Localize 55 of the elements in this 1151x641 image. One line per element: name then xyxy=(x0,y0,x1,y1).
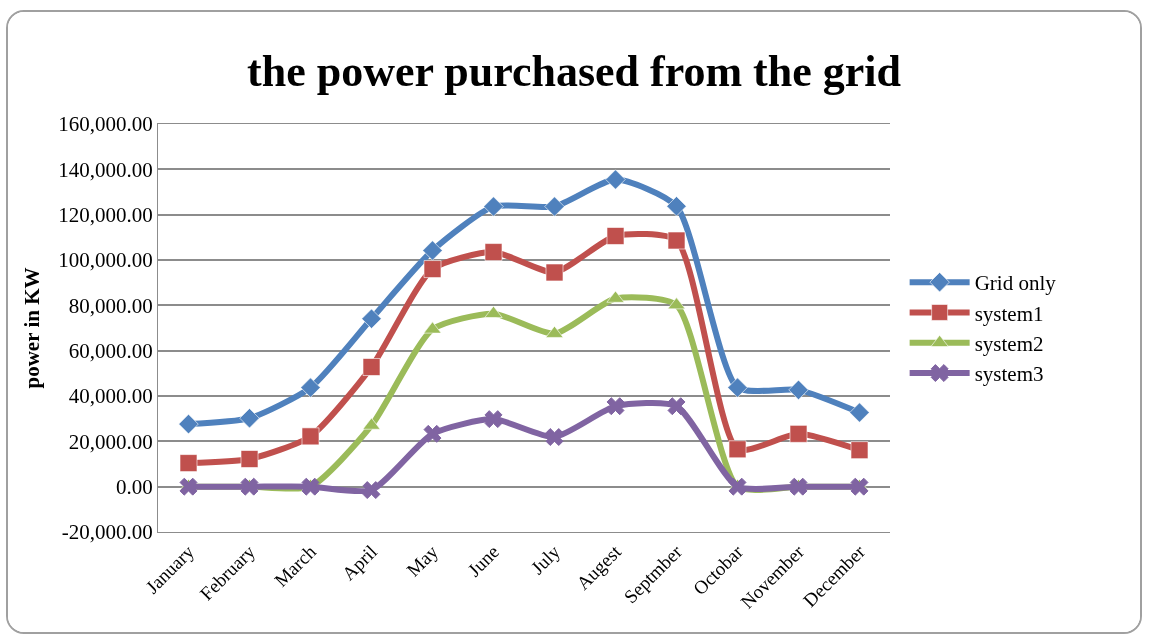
point xyxy=(422,240,443,261)
x-tick-label: July xyxy=(526,540,565,579)
point xyxy=(789,477,808,496)
point xyxy=(423,260,442,279)
y-tick-label: 60,000.00 xyxy=(68,339,153,364)
y-tick-label: 40,000.00 xyxy=(68,384,153,409)
point xyxy=(423,424,442,443)
point xyxy=(179,454,198,473)
point xyxy=(727,377,748,398)
point xyxy=(301,477,320,496)
point xyxy=(788,379,809,401)
point xyxy=(362,481,381,500)
point xyxy=(362,357,381,376)
point xyxy=(850,477,869,496)
point xyxy=(239,407,260,429)
x-tick-label: June xyxy=(463,541,504,581)
point xyxy=(606,397,625,416)
point xyxy=(605,169,626,190)
y-tick-label: 80,000.00 xyxy=(68,293,153,318)
y-tick-label: -20,000.00 xyxy=(61,520,153,545)
y-tick-label: 120,000.00 xyxy=(58,203,153,228)
point xyxy=(606,226,625,245)
point xyxy=(484,410,503,429)
point xyxy=(301,427,320,446)
point xyxy=(484,243,503,262)
point xyxy=(728,477,747,496)
point xyxy=(667,231,686,250)
point xyxy=(178,413,199,435)
point xyxy=(544,196,565,217)
point xyxy=(179,477,198,496)
point xyxy=(666,196,687,217)
y-tick-label: 20,000.00 xyxy=(68,429,153,454)
point xyxy=(240,450,259,469)
point xyxy=(728,440,747,459)
point xyxy=(545,263,564,282)
y-tick-label: 100,000.00 xyxy=(58,248,153,273)
y-tick-label: 140,000.00 xyxy=(58,157,153,182)
legend-label: system1 xyxy=(974,301,1044,326)
point xyxy=(240,477,259,496)
point xyxy=(483,196,504,217)
point xyxy=(849,402,870,423)
point xyxy=(850,441,869,460)
y-tick-label: 160,000.00 xyxy=(58,112,153,137)
point xyxy=(667,397,686,416)
point xyxy=(545,428,564,447)
x-tick-label: May xyxy=(402,540,443,581)
point xyxy=(300,377,321,398)
legend-label: Grid only xyxy=(974,271,1057,296)
chart-title: the power purchased from the grid xyxy=(247,47,901,97)
legend-label: system2 xyxy=(974,331,1044,356)
y-axis-title: power in KW xyxy=(20,267,45,389)
legend-label: system3 xyxy=(974,362,1044,387)
point xyxy=(789,424,808,443)
y-tick-label: 0.00 xyxy=(116,475,153,500)
point xyxy=(361,308,382,329)
